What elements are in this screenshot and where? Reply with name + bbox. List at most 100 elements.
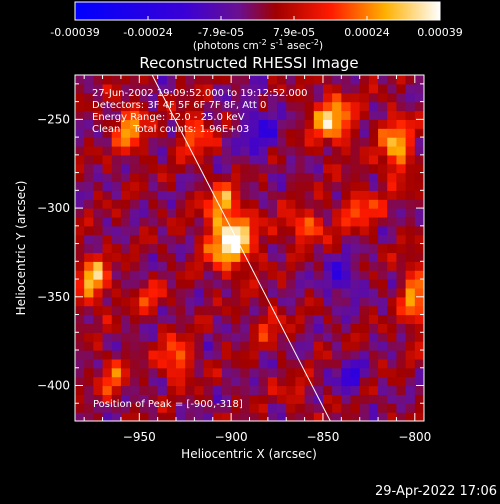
heatmap-cell <box>130 208 140 218</box>
heatmap-cell <box>185 287 195 298</box>
heatmap-cell <box>387 83 398 94</box>
heatmap-cell <box>332 172 342 183</box>
heatmap-cell <box>93 305 104 316</box>
heatmap-cell <box>212 225 223 236</box>
heatmap-cell <box>332 412 342 421</box>
heatmap-cell <box>93 110 104 120</box>
heatmap-cell <box>75 154 85 165</box>
heatmap-cell <box>378 101 388 112</box>
heatmap-cell <box>267 92 278 103</box>
heatmap-cell <box>267 376 278 387</box>
heatmap-cell <box>350 137 361 147</box>
heatmap-cell <box>249 367 260 378</box>
heatmap-cell <box>240 208 251 218</box>
heatmap-cell <box>405 412 416 421</box>
heatmap-cell <box>75 208 85 218</box>
heatmap-cell <box>194 341 205 351</box>
heatmap-cell <box>130 225 140 236</box>
heatmap-cell <box>249 350 260 360</box>
colorbar-unit-label: (photons cm-2 s-1 asec-2) <box>193 38 323 52</box>
heatmap-cell <box>75 172 85 183</box>
heatmap-cell <box>313 287 324 298</box>
heatmap-cell <box>322 287 333 298</box>
heatmap-cell <box>120 181 131 191</box>
heatmap-cell <box>249 190 260 200</box>
heatmap-cell <box>396 199 407 209</box>
heatmap-cell <box>359 367 370 378</box>
heatmap-cell <box>368 128 379 138</box>
heatmap-cell <box>267 394 278 404</box>
heatmap-cell <box>304 279 315 289</box>
heatmap-cell <box>111 243 122 254</box>
heatmap-cell <box>130 199 140 209</box>
heatmap-cell <box>176 270 186 280</box>
heatmap-cell <box>157 367 168 378</box>
heatmap-cell <box>396 296 407 307</box>
heatmap-cell <box>350 341 361 351</box>
heatmap-cell <box>341 358 352 369</box>
heatmap-cell <box>258 110 269 120</box>
heatmap-cell <box>203 412 214 421</box>
heatmap-cell <box>267 128 278 138</box>
heatmap-cell <box>194 101 205 112</box>
heatmap-cell <box>414 350 424 360</box>
heatmap-cell <box>176 172 186 183</box>
heatmap-cell <box>277 403 287 413</box>
y-tick-label: −400 <box>37 379 70 393</box>
heatmap-cell <box>359 314 370 325</box>
heatmap-cell <box>111 163 122 174</box>
heatmap-cell <box>341 137 352 147</box>
heatmap-cell <box>277 350 287 360</box>
heatmap-cell <box>405 154 416 165</box>
heatmap-cell <box>332 163 342 174</box>
heatmap-cell <box>75 234 85 245</box>
heatmap-cell <box>304 394 315 404</box>
heatmap-cell <box>111 287 122 298</box>
heatmap-cell <box>387 101 398 112</box>
heatmap-cell <box>249 137 260 147</box>
heatmap-cell <box>295 208 306 218</box>
heatmap-cell <box>148 75 159 85</box>
heatmap-cell <box>194 128 205 138</box>
heatmap-cell <box>102 181 113 191</box>
heatmap-cell <box>231 376 241 387</box>
heatmap-cell <box>313 296 324 307</box>
heatmap-cell <box>286 145 297 156</box>
heatmap-cell <box>313 119 324 129</box>
heatmap-cell <box>130 234 140 245</box>
heatmap-cell <box>359 234 370 245</box>
heatmap-cell <box>212 403 223 413</box>
heatmap-cell <box>93 137 104 147</box>
heatmap-cell <box>304 110 315 120</box>
heatmap-cell <box>157 234 168 245</box>
heatmap-cell <box>277 128 287 138</box>
heatmap-cell <box>240 181 251 191</box>
heatmap-cell <box>102 403 113 413</box>
heatmap-cell <box>414 92 424 103</box>
heatmap-cell <box>313 92 324 103</box>
heatmap-cell <box>277 216 287 227</box>
annotation-energy-range: Energy Range: 12.0 - 25.0 keV <box>92 112 245 123</box>
heatmap-cell <box>166 243 177 254</box>
heatmap-cell <box>93 75 104 85</box>
heatmap-cell <box>194 385 205 395</box>
heatmap-cell <box>350 270 361 280</box>
heatmap-cell <box>277 110 287 120</box>
heatmap-cell <box>267 110 278 120</box>
heatmap-cell <box>277 341 287 351</box>
heatmap-cell <box>111 128 122 138</box>
heatmap-cell <box>396 119 407 129</box>
heatmap-cell <box>221 216 232 227</box>
heatmap-cell <box>148 412 159 421</box>
heatmap-cell <box>212 190 223 200</box>
heatmap-cell <box>414 225 424 236</box>
heatmap-cell <box>130 367 140 378</box>
heatmap-cell <box>313 314 324 325</box>
heatmap-cell <box>350 279 361 289</box>
heatmap-cell <box>378 163 388 174</box>
heatmap-cell <box>368 332 379 342</box>
heatmap-cell <box>368 110 379 120</box>
heatmap-cell <box>249 208 260 218</box>
heatmap-cell <box>286 332 297 342</box>
heatmap-cell <box>378 279 388 289</box>
